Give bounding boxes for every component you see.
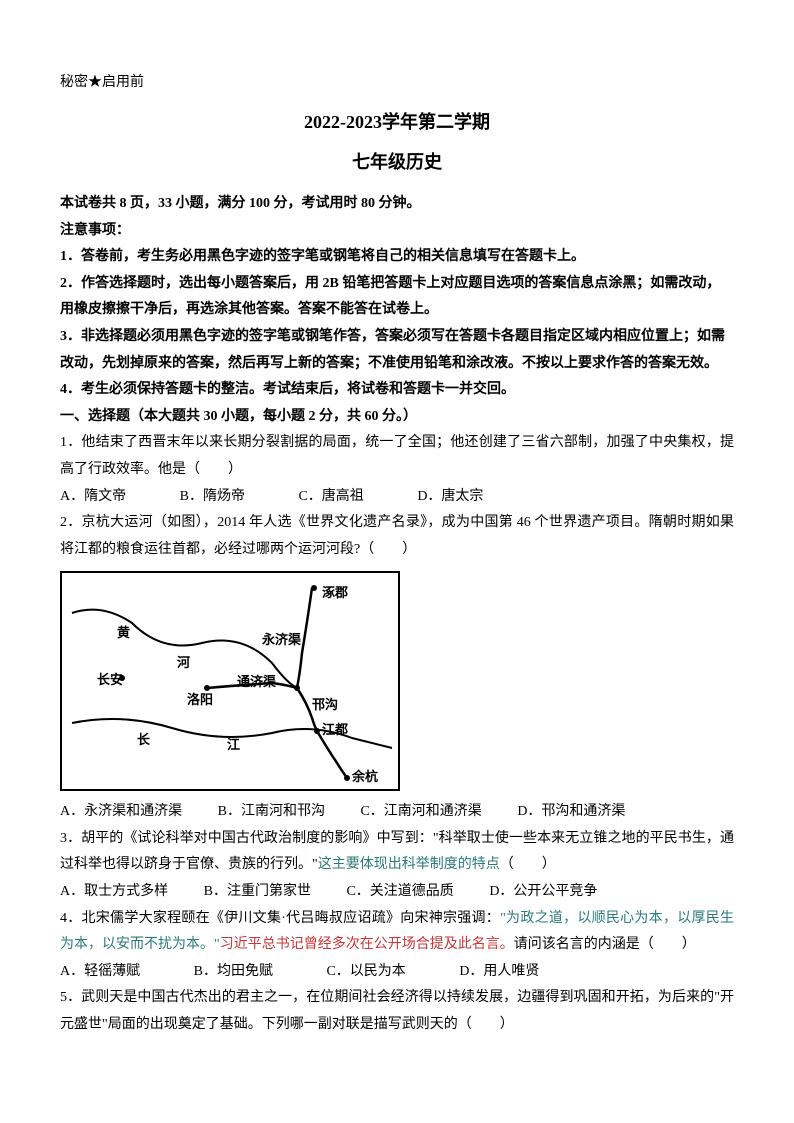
- question-2-options: A．永济渠和通济渠 B．江南河和邗沟 C．江南河和通济渠 D．邗沟和通济渠: [60, 799, 734, 826]
- map-changjiang1: 长: [137, 728, 150, 753]
- q4-opt-a: A．轻徭薄赋: [60, 959, 140, 986]
- q2-opt-d: D．邗沟和通济渠: [517, 799, 625, 826]
- q4-mid: 习近平总书记曾经多次在公开场合提及此名言。: [220, 937, 514, 952]
- canal-map: 涿郡 黄 河 长安 洛阳 永济渠 通济渠 邗沟 江都 长 江 余杭: [60, 571, 400, 791]
- q3-highlight: 这主要体现出科举制度的特点: [318, 857, 500, 872]
- map-yongji: 永济渠: [262, 628, 301, 653]
- map-yuhang: 余杭: [352, 765, 378, 790]
- notice-2: 2．作答选择题时，选出每小题答案后，用 2B 铅笔把答题卡上对应题目选项的答案信…: [60, 271, 734, 324]
- q4-prefix: 4．北宋儒学大家程颐在《伊川文集·代吕晦叔应诏疏》向宋神宗强调：: [60, 911, 500, 926]
- question-3-options: A．取士方式多样 B．注重门第家世 C．关注道德品质 D．公开公平竞争: [60, 879, 734, 906]
- question-5: 5．武则天是中国古代杰出的君主之一，在位期间社会经济得以持续发展，边疆得到巩固和…: [60, 985, 734, 1038]
- map-changan: 长安: [97, 668, 123, 693]
- notice-3: 3．非选择题必须用黑色字迹的签字笔或钢笔作答，答案必须写在答题卡各题目指定区域内…: [60, 324, 734, 377]
- q4-opt-d: D．用人唯贤: [459, 959, 539, 986]
- q4-opt-b: B．均田免赋: [194, 959, 273, 986]
- map-changjiang2: 江: [227, 733, 240, 758]
- notice-4: 4．考生必须保持答题卡的整洁。考试结束后，将试卷和答题卡一并交回。: [60, 377, 734, 404]
- q3-opt-b: B．注重门第家世: [204, 879, 311, 906]
- q1-opt-a: A．隋文帝: [60, 484, 126, 511]
- question-1-options: A．隋文帝 B．隋炀帝 C．唐高祖 D．唐太宗: [60, 484, 734, 511]
- map-he: 河: [177, 651, 190, 676]
- q3-suffix: （ ）: [500, 857, 556, 872]
- q2-opt-a: A．永济渠和通济渠: [60, 799, 182, 826]
- map-huanghe: 黄: [117, 621, 130, 646]
- q3-opt-a: A．取士方式多样: [60, 879, 168, 906]
- exam-info: 本试卷共 8 页，33 小题，满分 100 分，考试用时 80 分钟。: [60, 191, 734, 218]
- map-tongji: 通济渠: [237, 670, 276, 695]
- q3-opt-d: D．公开公平竞争: [489, 879, 597, 906]
- question-4: 4．北宋儒学大家程颐在《伊川文集·代吕晦叔应诏疏》向宋神宗强调："为政之道，以顺…: [60, 906, 734, 959]
- q1-opt-b: B．隋炀帝: [180, 484, 245, 511]
- q4-opt-c: C．以民为本: [326, 959, 405, 986]
- map-zhuojun: 涿郡: [322, 581, 348, 606]
- map-hangou: 邗沟: [312, 693, 338, 718]
- question-3: 3．胡平的《试论科举对中国古代政治制度的影响》中写到："科举取士使一些本来无立锥…: [60, 826, 734, 879]
- notice-1: 1．答卷前，考生务必用黑色字迹的签字笔或钢笔将自己的相关信息填写在答题卡上。: [60, 244, 734, 271]
- title-semester: 2022-2023学年第二学期: [60, 105, 734, 139]
- q1-opt-d: D．唐太宗: [417, 484, 483, 511]
- q4-suffix: 请问该名言的内涵是（ ）: [514, 937, 696, 952]
- q2-opt-b: B．江南河和邗沟: [218, 799, 325, 826]
- q3-opt-c: C．关注道德品质: [346, 879, 453, 906]
- question-1: 1．他结束了西晋末年以来长期分裂割据的局面，统一了全国；他还创建了三省六部制，加…: [60, 430, 734, 483]
- q1-opt-c: C．唐高祖: [298, 484, 363, 511]
- title-subject: 七年级历史: [60, 145, 734, 179]
- map-luoyang: 洛阳: [187, 688, 213, 713]
- q2-opt-c: C．江南河和通济渠: [360, 799, 481, 826]
- question-2: 2．京杭大运河（如图），2014 年人选《世界文化遗产名录》，成为中国第 46 …: [60, 510, 734, 563]
- notice-header: 注意事项：: [60, 218, 734, 245]
- section-header: 一、选择题（本大题共 30 小题，每小题 2 分，共 60 分。）: [60, 404, 734, 431]
- confidential-mark: 秘密★启用前: [60, 70, 734, 97]
- question-4-options: A．轻徭薄赋 B．均田免赋 C．以民为本 D．用人唯贤: [60, 959, 734, 986]
- map-jiangdu: 江都: [322, 718, 348, 743]
